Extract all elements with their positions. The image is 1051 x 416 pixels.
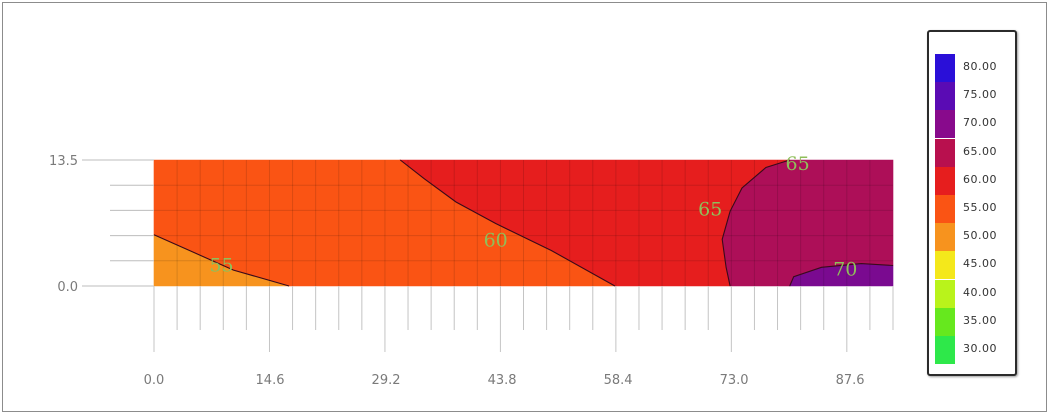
- legend-label: 75.00: [963, 88, 997, 102]
- y-tick-label: 13.5: [49, 154, 78, 169]
- x-tick-label: 43.8: [488, 373, 517, 388]
- contour-labels: 55 60 65 65 70: [209, 153, 857, 280]
- contour-line-60: [399, 159, 616, 287]
- legend-swatch: [935, 138, 955, 167]
- legend-item: 75.00: [935, 82, 1011, 111]
- legend-item: 65.00: [935, 138, 1011, 167]
- legend-item: 80.00: [935, 54, 1011, 82]
- x-tick-label: 29.2: [372, 373, 401, 388]
- legend-label: 65.00: [963, 144, 997, 158]
- contour-label: 60: [484, 229, 508, 251]
- legend-label: 45.00: [963, 257, 997, 271]
- x-tick-label: 58.4: [604, 373, 633, 388]
- legend-item: 40.00: [935, 279, 1011, 308]
- x-tick-label: 0.0: [144, 373, 165, 388]
- legend-swatch: [935, 307, 955, 336]
- y-tick-label: 0.0: [57, 280, 78, 295]
- color-legend: 80.00 75.00 70.00 65.00 60.00 55.00 50.00 45.00…: [927, 30, 1017, 376]
- legend-label: 55.00: [963, 201, 997, 214]
- legend-item: 45.00: [935, 251, 1011, 280]
- axes: 0.0 13.5 0.0 14.6 29.2 43.8 58.4 73.0 87.6: [49, 154, 894, 388]
- contour-label: 70: [833, 258, 857, 280]
- legend-item: 35.00: [935, 307, 1011, 336]
- legend-item: 60.00: [935, 166, 1011, 195]
- legend-label: 50.00: [963, 229, 997, 243]
- legend-label: 40.00: [963, 285, 997, 299]
- legend-label: 30.00: [963, 342, 997, 355]
- legend-swatch: [935, 251, 955, 280]
- legend-swatch: [935, 54, 955, 82]
- legend-swatch: [935, 110, 955, 139]
- legend-label: 35.00: [963, 313, 997, 327]
- x-tick-label: 87.6: [836, 373, 865, 388]
- legend-swatch: [935, 336, 955, 364]
- legend-label: 60.00: [963, 172, 997, 186]
- contour-label: 55: [209, 255, 233, 277]
- contour-line-65: [721, 159, 790, 287]
- legend-swatch: [935, 166, 955, 195]
- contour-line-55: [153, 234, 290, 287]
- contour-regions: [153, 159, 894, 287]
- contour-label: 65: [698, 199, 722, 221]
- contour-lines: [153, 159, 894, 287]
- legend-label: 80.00: [963, 60, 997, 73]
- contour-label: 65: [786, 153, 810, 175]
- legend-item: 30.00: [935, 336, 1011, 364]
- legend-item: 50.00: [935, 223, 1011, 252]
- legend-swatch: [935, 82, 955, 111]
- legend-swatch: [935, 195, 955, 223]
- x-tick-label: 14.6: [256, 373, 285, 388]
- legend-item: 55.00: [935, 195, 1011, 223]
- legend-swatch: [935, 223, 955, 252]
- x-tick-label: 73.0: [720, 373, 749, 388]
- legend-label: 70.00: [963, 116, 997, 130]
- plot-grid: [154, 160, 893, 286]
- contour-line-70: [789, 263, 894, 287]
- legend-item: 70.00: [935, 110, 1011, 139]
- legend-swatch: [935, 279, 955, 308]
